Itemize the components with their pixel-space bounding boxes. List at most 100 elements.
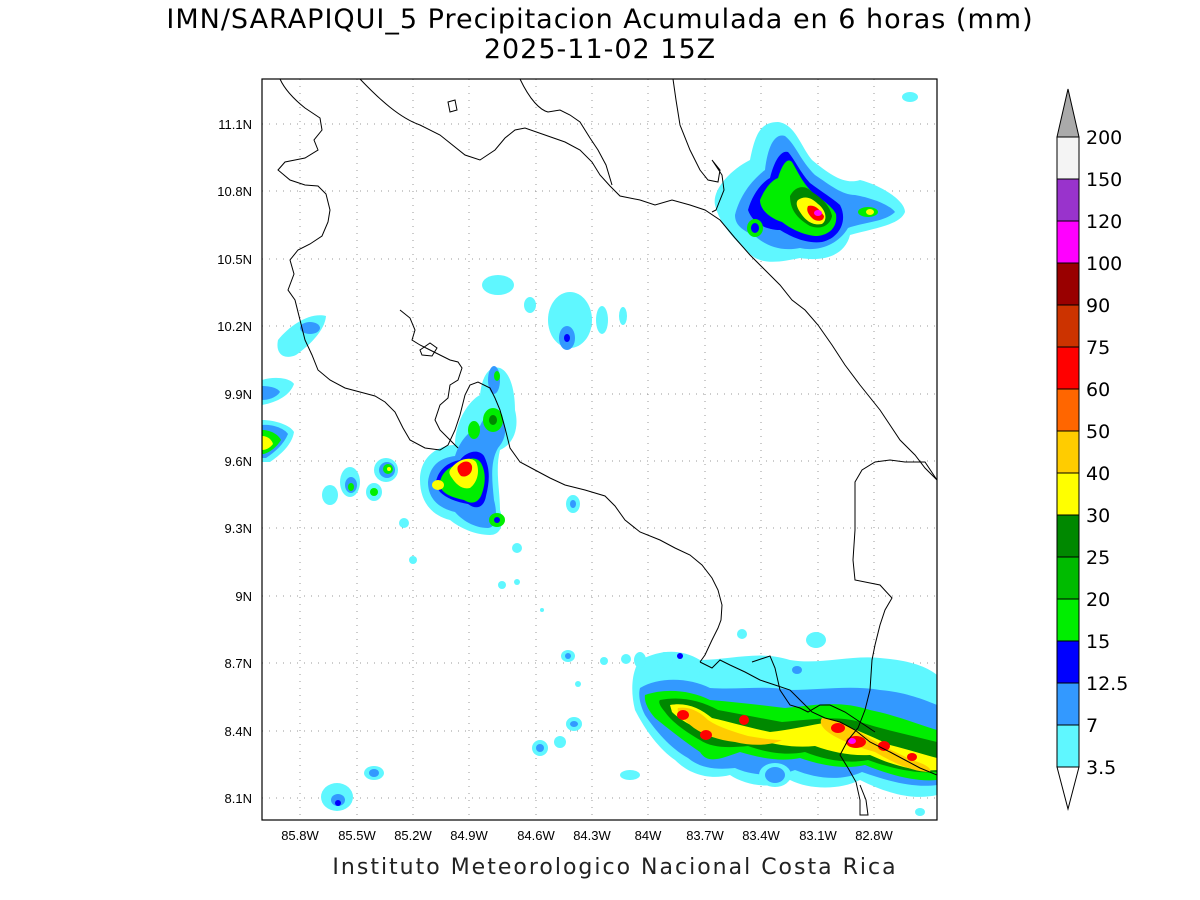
- osa-peninsula-coast: [699, 659, 937, 776]
- precip-contour: [621, 654, 631, 664]
- latitude-axis: 11.1N 10.8N 10.5N 10.2N 9.9N 9.6N 9.3N 9…: [217, 117, 252, 806]
- precip-contour: [387, 467, 391, 471]
- colorbar-bin: [1057, 389, 1079, 431]
- precip-contour: [432, 480, 444, 490]
- colorbar-label: 12.5: [1086, 673, 1128, 695]
- precip-contour: [657, 652, 673, 668]
- colorbar-bin: [1057, 599, 1079, 641]
- precip-contour: [848, 738, 856, 744]
- colorbar-label: 75: [1086, 337, 1110, 359]
- colorbar-bin: [1057, 641, 1079, 683]
- golfo-dulce-coast: [751, 655, 876, 733]
- nicaragua-lake-coast: [519, 79, 613, 186]
- lon-tick-label: 85.2W: [394, 828, 432, 843]
- colorbar-label: 120: [1086, 211, 1122, 233]
- precip-contour: [765, 767, 785, 783]
- precip-contour: [399, 518, 409, 528]
- precip-contour: [806, 632, 826, 648]
- precip-contour: [468, 421, 480, 439]
- map-contents: [262, 79, 937, 820]
- lon-tick-label: 85.5W: [338, 828, 376, 843]
- precip-contour: [677, 710, 689, 720]
- lat-tick-label: 9.3N: [225, 521, 252, 536]
- precip-contour: [524, 297, 536, 313]
- river-san-juan: [672, 79, 725, 213]
- precip-contour: [322, 485, 338, 505]
- colorbar-bin: [1057, 683, 1079, 725]
- colorbar-label: 200: [1086, 127, 1122, 149]
- precip-contour: [878, 741, 890, 751]
- colorbar-bin: [1057, 557, 1079, 599]
- precip-contour: [369, 769, 379, 777]
- colorbar-bin: [1057, 347, 1079, 389]
- precip-contour: [494, 517, 500, 523]
- precip-contour: [902, 92, 918, 102]
- precip-contour: [596, 306, 608, 334]
- precip-contour: [634, 652, 646, 668]
- colorbar-label: 40: [1086, 463, 1110, 485]
- precip-contour: [915, 808, 925, 816]
- colorbar-label: 150: [1086, 169, 1122, 191]
- colorbar-label: 7: [1086, 715, 1098, 737]
- precip-contour: [700, 730, 712, 740]
- precip-contour: [565, 653, 571, 659]
- precip-contour: [494, 371, 500, 381]
- colorbar-outline: [1056, 136, 1080, 768]
- colorbar-bin: [1057, 515, 1079, 557]
- precip-contour: [536, 744, 544, 752]
- colorbar-bin: [1057, 263, 1079, 305]
- precip-contour: [564, 334, 570, 342]
- colorbar-bin: [1057, 305, 1079, 347]
- lat-tick-label: 8.7N: [225, 656, 252, 671]
- precip-contour: [300, 322, 320, 334]
- precip-contour: [457, 461, 473, 477]
- colorbar-label: 15: [1086, 631, 1110, 653]
- precip-contour: [619, 307, 627, 325]
- precip-contour: [370, 488, 378, 496]
- panama-border: [839, 459, 937, 816]
- precip-contour: [262, 386, 280, 400]
- precip-cell-west: [262, 315, 417, 564]
- precip-contour: [489, 415, 497, 425]
- colorbar-bin: [1057, 221, 1079, 263]
- precip-cell-northeast: [714, 92, 918, 262]
- precip-contour: [737, 629, 747, 639]
- lat-tick-label: 9.6N: [225, 454, 252, 469]
- caribbean-coastline: [359, 79, 937, 481]
- precip-contour: [684, 666, 700, 678]
- lat-tick-label: 11.1N: [218, 117, 252, 132]
- precip-contour: [348, 483, 354, 491]
- precip-contour: [570, 500, 576, 508]
- precip-contour: [498, 581, 506, 589]
- colorbar-label: 25: [1086, 547, 1110, 569]
- precip-contour: [262, 436, 273, 450]
- coastlines-and-borders: [277, 79, 937, 816]
- precip-contour: [570, 721, 578, 727]
- precip-contour: [670, 704, 937, 771]
- colorbar-label: 30: [1086, 505, 1110, 527]
- colorbar-separators: [1057, 178, 1079, 726]
- lon-tick-label: 84.3W: [573, 828, 611, 843]
- lon-tick-label: 83.1W: [799, 828, 837, 843]
- lon-tick-label: 82.8W: [855, 828, 893, 843]
- precip-contour: [514, 579, 520, 585]
- precip-contour: [677, 707, 782, 745]
- colorbar-bin: [1057, 473, 1079, 515]
- graticule: [262, 79, 937, 820]
- lon-tick-label: 84W: [635, 828, 662, 843]
- map-frame: [261, 78, 938, 821]
- colorbar-label: 60: [1086, 379, 1110, 401]
- precip-contour: [335, 800, 341, 806]
- colorbar-max-arrow: [1056, 88, 1080, 138]
- lon-tick-label: 85.8W: [281, 828, 319, 843]
- lon-tick-label: 84.6W: [517, 828, 555, 843]
- lat-tick-label: 9.9N: [225, 387, 252, 402]
- precip-cell-southern-band: [620, 629, 937, 816]
- precip-contour: [814, 210, 822, 216]
- colorbar-label: 90: [1086, 295, 1110, 317]
- precip-contour: [600, 657, 608, 665]
- lat-tick-label: 10.2N: [217, 319, 252, 334]
- longitude-axis: 85.8W 85.5W 85.2W 84.9W 84.6W 84.3W 84W …: [281, 828, 893, 843]
- precip-contour: [409, 556, 417, 564]
- precip-contour: [831, 723, 845, 733]
